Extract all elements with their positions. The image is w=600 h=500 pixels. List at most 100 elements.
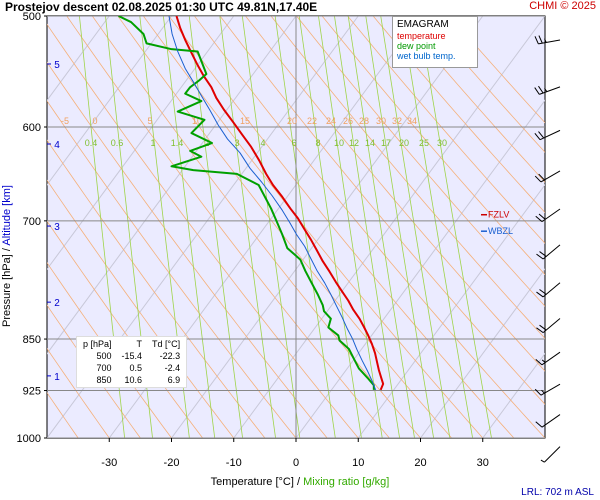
- dry-adiabat-line: [398, 16, 545, 183]
- mixing-ratio-label: 30: [437, 138, 447, 148]
- wind-barb-staff: [542, 318, 561, 334]
- mixing-ratio-line: [274, 16, 336, 438]
- temperature-tick-label: -20: [164, 457, 180, 469]
- wind-barb-staff: [544, 446, 561, 463]
- wind-barb: [535, 208, 561, 223]
- dry-adiabat-line: [47, 61, 328, 438]
- mixing-ratio-line: [298, 16, 362, 438]
- pressure-tick-label: 1000: [17, 433, 41, 445]
- altitude-tick-label: 5: [54, 60, 60, 71]
- fzlv-label: FZLV: [488, 210, 509, 220]
- mixing-ratio-label: 17: [381, 138, 391, 148]
- mixing-ratio-label: 25: [419, 138, 429, 148]
- dry-adiabat-line: [372, 16, 545, 214]
- dry-adiabat-line: [66, 16, 390, 438]
- pressure-tick-label: 500: [23, 11, 41, 23]
- legend-item-dew-point: dew point: [397, 41, 436, 51]
- isotherm-line: [47, 16, 297, 355]
- legend-item-wet-bulb: wet bulb temp.: [397, 51, 456, 61]
- mixing-ratio-label: 20: [399, 138, 409, 148]
- wind-barb-flag: [535, 215, 543, 223]
- isotherm-line: [544, 437, 545, 438]
- wind-barb-half-flag: [544, 38, 547, 43]
- table-cell: 700: [96, 363, 112, 373]
- sounding-summary-table: p [hPa] T Td [°C] 500 -15.4 -22.3 700 0.…: [76, 336, 188, 388]
- wind-barb: [535, 414, 561, 428]
- mixing-ratio-label: 6: [291, 138, 296, 148]
- altitude-tick-label: 3: [54, 222, 60, 233]
- legend-item-temperature: temperature: [397, 31, 446, 41]
- isotherm-line: [295, 99, 545, 438]
- wind-barb-flag: [535, 421, 543, 428]
- dry-adiabat-label: 0: [92, 116, 97, 126]
- temperature-tick-label: 30: [477, 457, 489, 469]
- mixing-ratio-label: 12: [349, 138, 359, 148]
- temperature-tick-label: -10: [226, 457, 242, 469]
- mixing-ratio-label: 14: [365, 138, 375, 148]
- isotherm-line: [47, 16, 172, 186]
- mixing-ratio-label: 10: [334, 138, 344, 148]
- mixing-ratio-label: 2: [204, 138, 209, 148]
- dry-adiabat-label: 34: [407, 116, 417, 126]
- mixing-ratio-label: 8: [315, 138, 320, 148]
- wind-barb-flag: [536, 253, 544, 260]
- dry-adiabat-line: [47, 100, 297, 438]
- y-axis-label-pressure: Pressure [hPa]: [1, 254, 13, 327]
- dry-adiabat-label: 26: [343, 116, 353, 126]
- dry-adiabat-line: [219, 16, 545, 405]
- y-axis-label-altitude: Altitude [km]: [1, 185, 13, 246]
- dry-adiabat-label: -5: [61, 116, 69, 126]
- mixing-ratio-label: 4: [260, 138, 265, 148]
- y-axis-label-separator: /: [1, 248, 13, 252]
- y-axis-label: Pressure [hPa] / Altitude [km]: [1, 171, 13, 341]
- mixing-ratio-label: 1: [150, 138, 155, 148]
- table-cell: -15.4: [121, 351, 143, 361]
- wind-barb-flag: [536, 327, 544, 334]
- dry-adiabat-line: [47, 23, 359, 438]
- dry-adiabat-line: [47, 347, 110, 438]
- isotherm-line: [47, 16, 235, 271]
- dry-adiabat-label: 30: [376, 116, 386, 126]
- chart-title: Prostejov descent 02.08.2025 01:30 UTC 4…: [5, 0, 318, 14]
- wind-barb: [534, 129, 561, 141]
- wind-barb: [535, 351, 561, 366]
- copyright-text: CHMI © 2025: [529, 0, 596, 12]
- mixing-ratio-line: [401, 16, 474, 438]
- dry-adiabat-label: 24: [326, 116, 336, 126]
- pressure-tick-label: 850: [23, 334, 41, 346]
- altitude-tick-label: 1: [54, 372, 60, 383]
- dry-adiabat-label: 32: [392, 116, 402, 126]
- table-cell: 6.9: [167, 375, 181, 385]
- wind-barb-half-flag: [544, 87, 548, 92]
- altitude-tick-label: 2: [54, 298, 60, 309]
- table-cell: 500: [96, 351, 112, 361]
- isotherm-line: [482, 352, 545, 438]
- legend-box: EMAGRAM temperature dew point wet bulb t…: [392, 16, 478, 68]
- wind-barb-flag: [538, 35, 543, 44]
- mixing-ratio-line: [162, 16, 216, 438]
- table-header-pressure: p [hPa]: [83, 339, 112, 349]
- altitude-tick-label: 4: [54, 140, 60, 151]
- mixing-ratio-label: 0.4: [85, 138, 98, 148]
- legend-title: EMAGRAM: [397, 19, 449, 30]
- dry-adiabat-line: [296, 16, 545, 307]
- dry-adiabat-line: [92, 16, 421, 438]
- wind-barb-flag: [534, 36, 539, 45]
- mixing-ratio-label: 0.6: [111, 138, 124, 148]
- temperature-tick-label: 10: [352, 457, 364, 469]
- mixing-ratio-line: [219, 16, 276, 438]
- wind-barb: [536, 282, 561, 298]
- wind-barb-flag: [539, 289, 547, 295]
- dry-adiabat-label: 10: [192, 116, 202, 126]
- mixing-ratio-label: 3: [234, 138, 239, 148]
- temperature-tick-label: 0: [293, 457, 299, 469]
- wind-barb-flag: [539, 324, 547, 331]
- pressure-tick-label: 700: [23, 216, 41, 228]
- series-temperature: [175, 16, 385, 391]
- x-axis-label-temperature: Temperature [°C]: [210, 476, 294, 488]
- dry-adiabat-line: [449, 16, 545, 124]
- dry-adiabat-line: [47, 139, 266, 438]
- wind-barb-half-flag: [540, 459, 545, 463]
- wind-barb-flag: [538, 213, 546, 220]
- wind-barb-flag: [536, 291, 544, 298]
